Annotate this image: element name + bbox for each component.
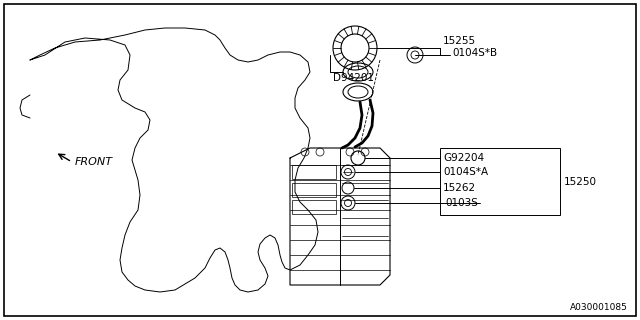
- Text: 15250: 15250: [564, 177, 597, 187]
- Text: D94201: D94201: [333, 73, 374, 83]
- Text: 0104S*B: 0104S*B: [452, 48, 497, 58]
- Bar: [440, 148, 560, 215]
- Bar: [292, 183, 336, 197]
- Text: 15262: 15262: [443, 183, 476, 193]
- Text: 0103S: 0103S: [445, 198, 478, 208]
- Bar: [292, 200, 336, 214]
- Text: A030001085: A030001085: [570, 303, 628, 312]
- Text: 15255: 15255: [443, 36, 476, 46]
- Text: G92204: G92204: [443, 153, 484, 163]
- Bar: [292, 165, 336, 179]
- Text: FRONT: FRONT: [75, 157, 113, 167]
- Text: 0104S*A: 0104S*A: [443, 167, 488, 177]
